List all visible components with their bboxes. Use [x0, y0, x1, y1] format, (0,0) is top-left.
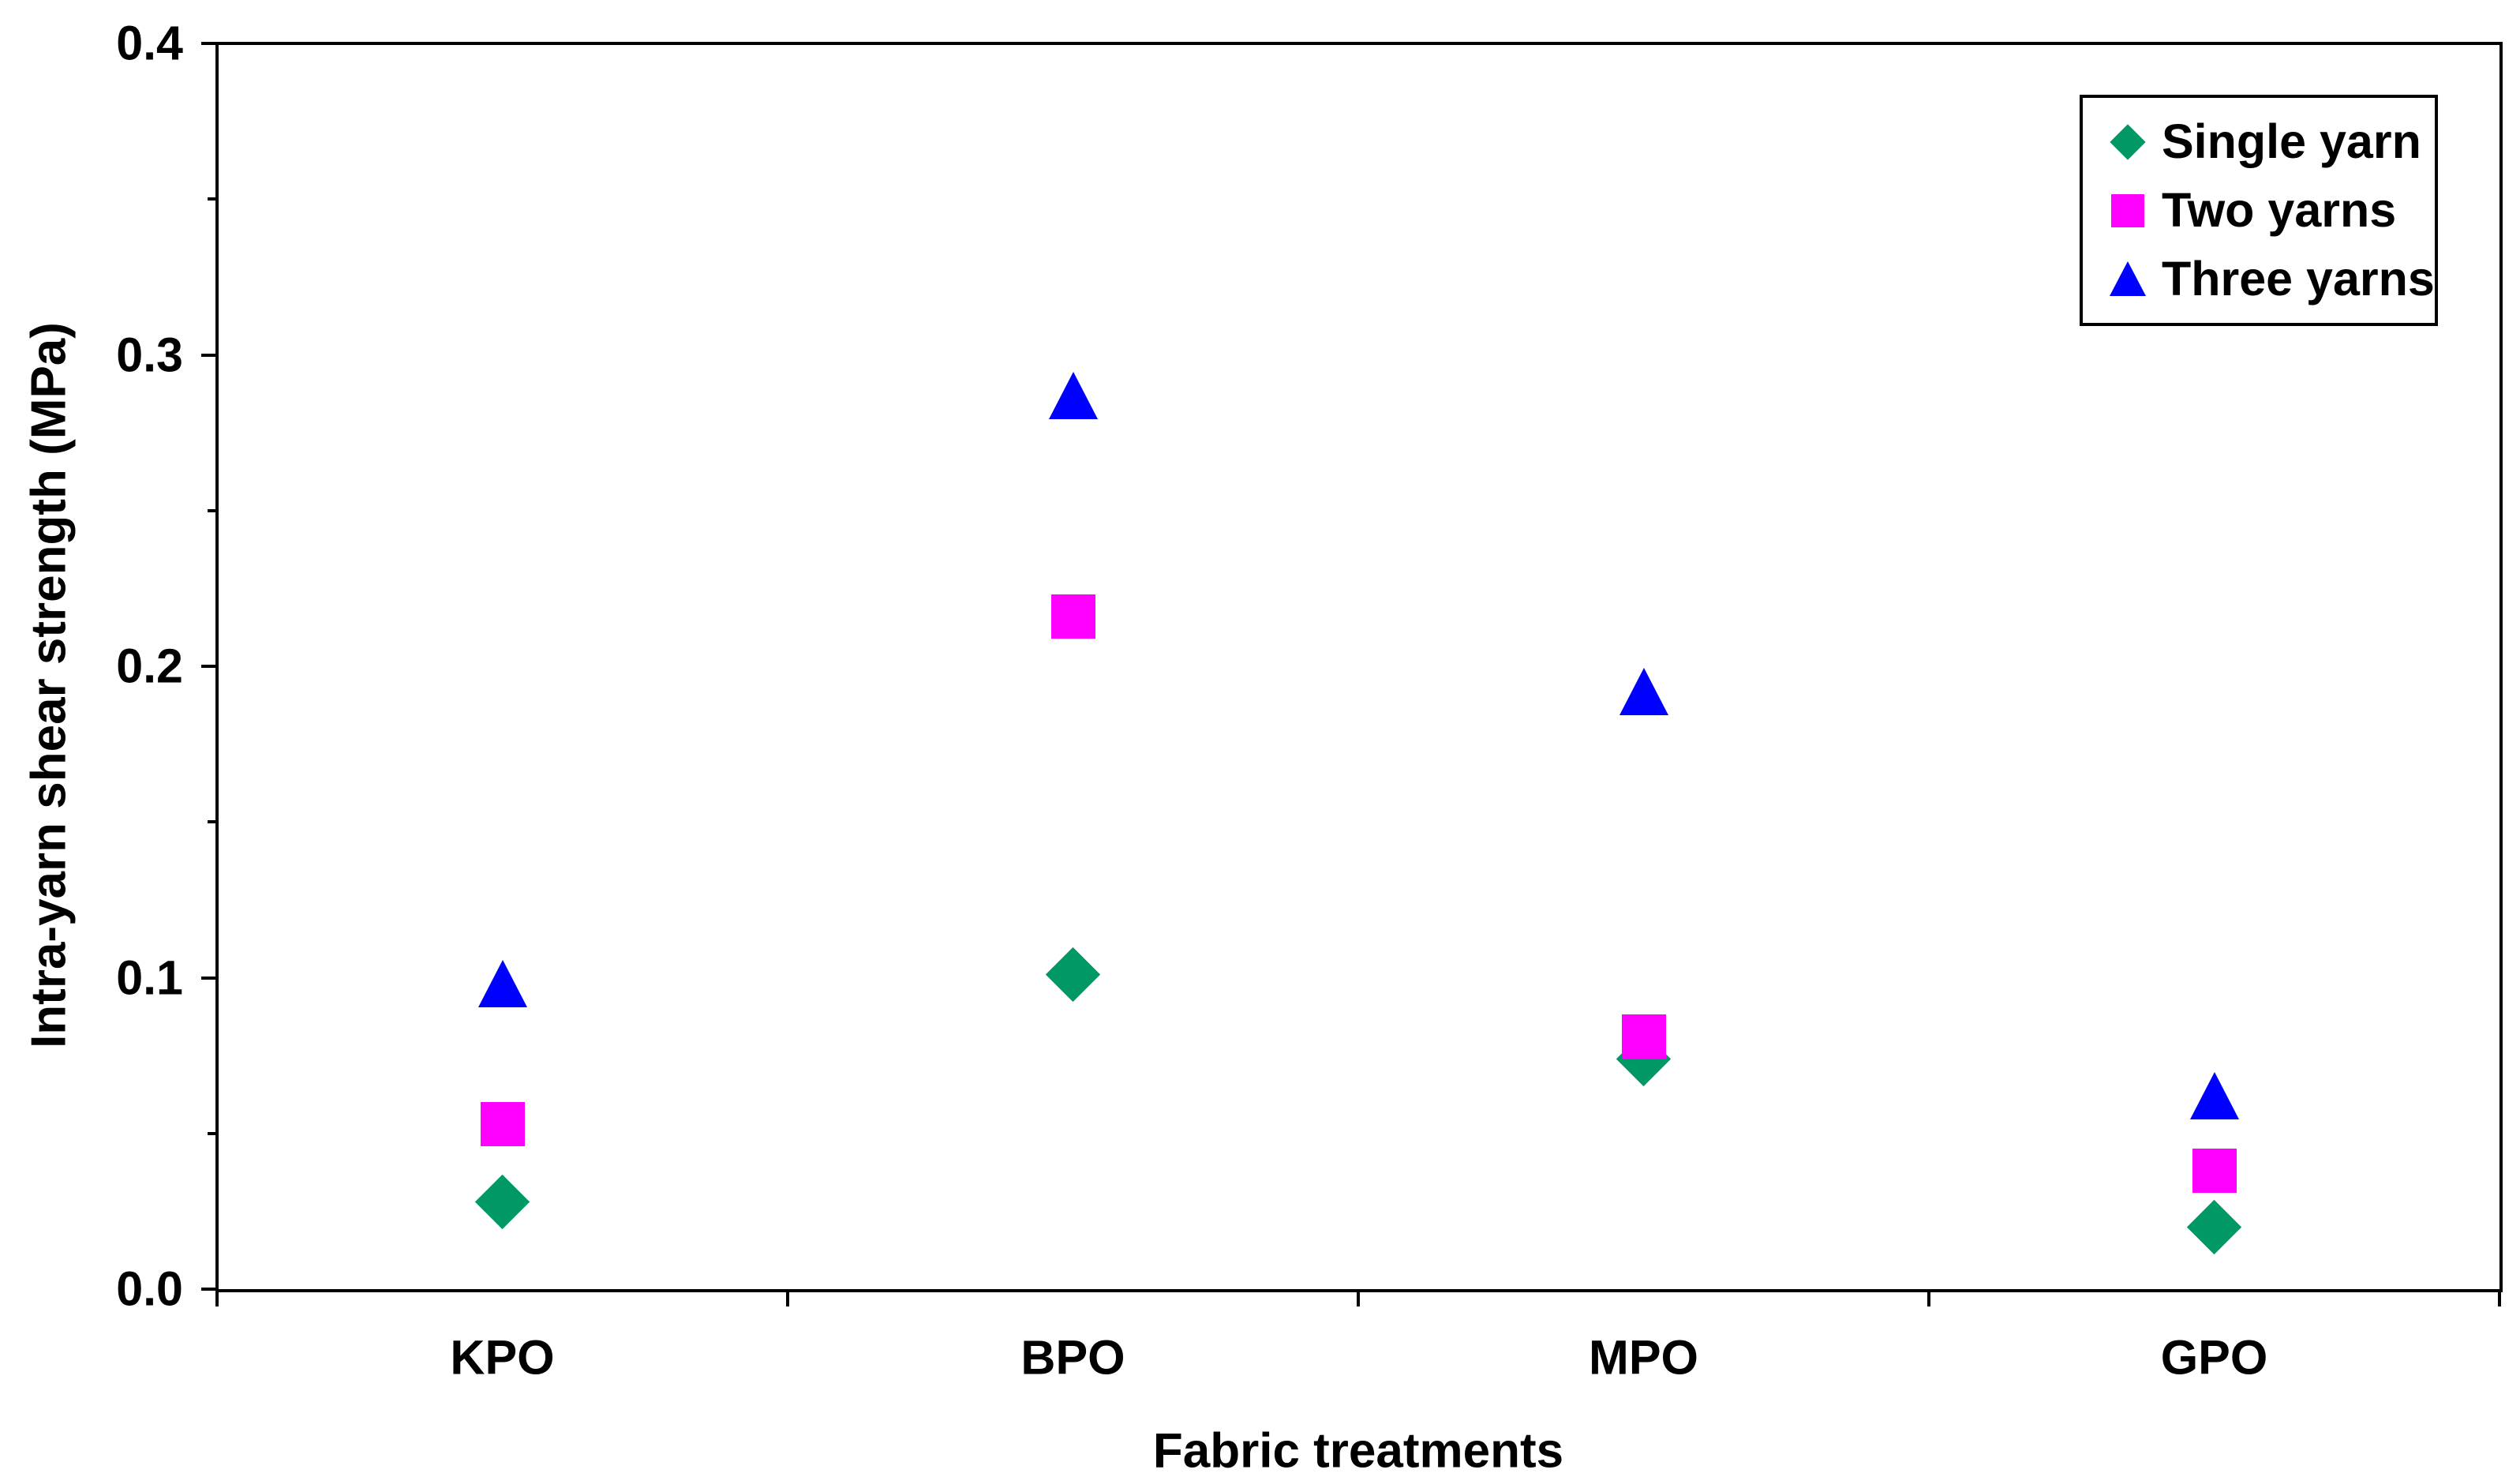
- y-axis-major-tick: [201, 42, 217, 45]
- legend-marker-square-icon: [2103, 186, 2152, 235]
- x-axis-tick: [215, 1291, 219, 1306]
- y-axis-major-tick: [201, 665, 217, 668]
- y-axis-minor-tick: [208, 508, 217, 512]
- x-axis-category-label: KPO: [450, 1330, 555, 1385]
- legend-label: Single yarn: [2162, 114, 2421, 169]
- legend-entry: Two yarns: [2103, 186, 2435, 235]
- diamond-icon: [2110, 124, 2146, 160]
- y-axis-minor-tick: [208, 197, 217, 201]
- legend-marker-triangle-icon: [2103, 254, 2152, 303]
- data-point-triangle: [1048, 371, 1098, 419]
- x-axis-category-label: GPO: [2160, 1330, 2268, 1385]
- x-axis-category-label: BPO: [1020, 1330, 1125, 1385]
- legend: Single yarn Two yarns Three yarns: [2080, 95, 2438, 326]
- y-axis-minor-tick: [208, 820, 217, 824]
- x-axis-title: Fabric treatments: [1152, 1423, 1564, 1477]
- data-point-square: [1621, 1014, 1666, 1059]
- data-point-triangle: [1619, 667, 1668, 715]
- y-axis-tick-label: 0.2: [116, 639, 183, 693]
- x-axis-tick: [1927, 1291, 1930, 1306]
- legend-label: Three yarns: [2162, 251, 2435, 306]
- legend-entry: Single yarn: [2103, 118, 2435, 167]
- y-axis-major-tick: [201, 976, 217, 980]
- y-axis-minor-tick: [208, 1131, 217, 1135]
- square-icon: [2111, 193, 2144, 227]
- data-point-square: [2192, 1149, 2237, 1194]
- y-axis-major-tick: [201, 1288, 217, 1291]
- x-axis-tick: [786, 1291, 789, 1306]
- triangle-icon: [2110, 261, 2146, 297]
- data-point-triangle: [477, 960, 527, 1008]
- x-axis-tick: [2498, 1291, 2501, 1306]
- legend-entry: Three yarns: [2103, 254, 2435, 303]
- y-axis-tick-label: 0.4: [116, 16, 183, 70]
- legend-marker-diamond-icon: [2103, 118, 2152, 167]
- y-axis-major-tick: [201, 353, 217, 357]
- x-axis-tick: [1357, 1291, 1360, 1306]
- y-axis-tick-label: 0.0: [116, 1261, 183, 1316]
- y-axis-tick-label: 0.1: [116, 950, 183, 1004]
- data-point-triangle: [2189, 1072, 2239, 1120]
- x-axis-category-label: MPO: [1589, 1330, 1698, 1385]
- data-point-square: [480, 1101, 525, 1146]
- data-point-square: [1050, 594, 1095, 639]
- legend-label: Two yarns: [2162, 183, 2397, 237]
- y-axis-tick-label: 0.3: [116, 328, 183, 381]
